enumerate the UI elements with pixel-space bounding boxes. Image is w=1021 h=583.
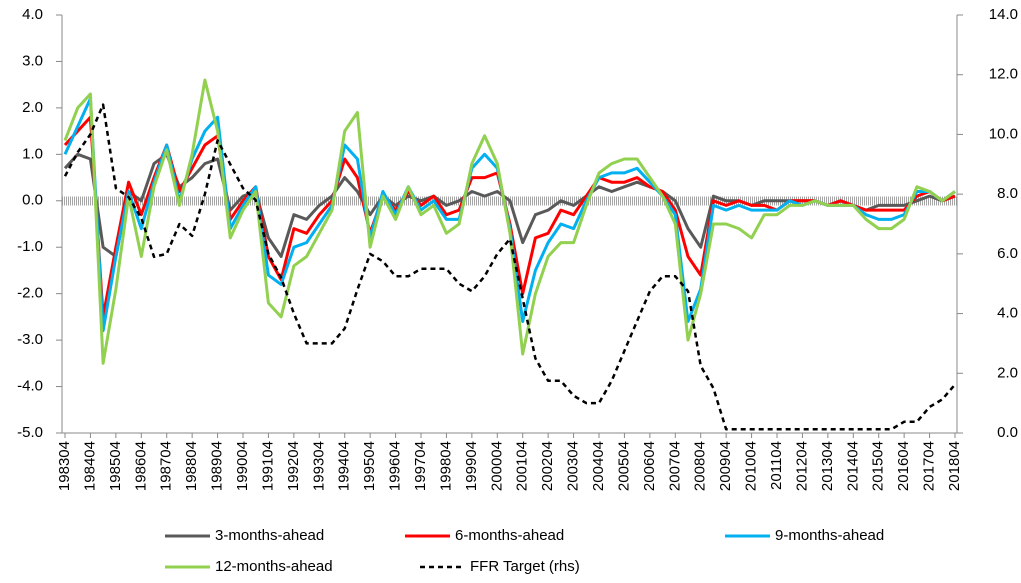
x-tick-label: 201304 (819, 441, 836, 491)
x-tick-label: 198804 (183, 441, 200, 491)
legend-label: 9-months-ahead (775, 527, 884, 544)
legend-label: 12-months-ahead (215, 558, 333, 575)
y-tick-label: -2.0 (17, 285, 43, 302)
y-tick-label: 0.0 (22, 192, 43, 209)
x-tick-label: 198604 (132, 441, 149, 491)
series-line (63, 103, 956, 431)
y2-tick-label: 4.0 (997, 305, 1018, 322)
x-tick-label: 200104 (514, 441, 531, 491)
y2-tick-label: 8.0 (997, 185, 1018, 202)
x-tick-label: 199204 (285, 441, 302, 491)
y-tick-label: 3.0 (22, 52, 43, 69)
x-tick-label: 201704 (921, 441, 938, 491)
x-tick-label: 201004 (743, 441, 760, 491)
x-tick-label: 198704 (158, 441, 175, 491)
x-tick-label: 200004 (488, 441, 505, 491)
legend-label: 3-months-ahead (215, 527, 324, 544)
y-tick-label: 4.0 (22, 6, 43, 23)
x-tick-label: 198504 (107, 441, 124, 491)
y2-tick-label: 6.0 (997, 245, 1018, 262)
x-tick-label: 200804 (692, 441, 709, 491)
y-tick-label: -3.0 (17, 331, 43, 348)
x-tick-label: 199604 (387, 441, 404, 491)
series-line (63, 78, 956, 365)
x-tick-label: 200604 (641, 441, 658, 491)
x-tick-label: 198904 (209, 441, 226, 491)
x-tick-label: 198304 (56, 441, 73, 491)
y2-tick-label: 0.0 (997, 424, 1018, 441)
x-tick-label: 200204 (539, 441, 556, 491)
legend-label: 6-months-ahead (455, 527, 564, 544)
x-tick-label: 201404 (844, 441, 861, 491)
y-tick-label: 1.0 (22, 145, 43, 162)
x-tick-label: 200704 (666, 441, 683, 491)
x-tick-label: 201504 (870, 441, 887, 491)
x-tick-label: 201104 (768, 441, 785, 490)
x-tick-label: 199104 (259, 441, 276, 491)
x-tick-label: 201204 (793, 441, 810, 491)
y-tick-label: -4.0 (17, 378, 43, 395)
x-tick-label: 199504 (361, 441, 378, 491)
y2-tick-label: 10.0 (989, 125, 1018, 142)
x-tick-label: 199004 (234, 441, 251, 491)
x-tick-label: 199404 (336, 441, 353, 491)
legend-label: FFR Target (rhs) (470, 558, 580, 575)
y2-tick-label: 14.0 (989, 6, 1018, 23)
x-tick-label: 200304 (565, 441, 582, 491)
y-tick-label: -5.0 (17, 424, 43, 441)
x-tick-label: 201604 (895, 441, 912, 491)
y2-tick-label: 2.0 (997, 364, 1018, 381)
x-tick-label: 199804 (437, 441, 454, 491)
x-tick-label: 200404 (590, 441, 607, 491)
x-tick-label: 200504 (615, 441, 632, 491)
x-tick-label: 199704 (412, 441, 429, 491)
y2-tick-label: 12.0 (989, 66, 1018, 83)
x-tick-label: 199304 (310, 441, 327, 491)
x-tick-label: 201804 (946, 441, 963, 491)
y-tick-label: 2.0 (22, 99, 43, 116)
x-tick-label: 199904 (463, 441, 480, 491)
x-tick-label: 200904 (717, 441, 734, 491)
series-line (63, 97, 956, 333)
x-tick-label: 198404 (81, 441, 98, 491)
y-tick-label: -1.0 (17, 238, 43, 255)
